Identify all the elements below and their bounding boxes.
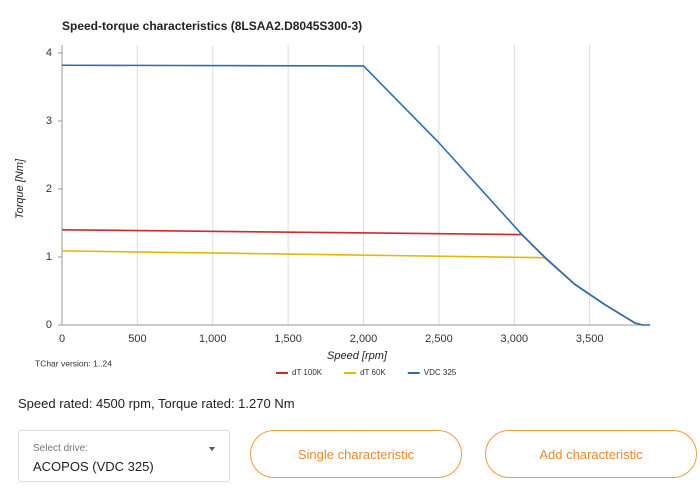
button[interactable]: Add characteristic: [485, 430, 697, 478]
select-label: Select drive:: [33, 443, 89, 454]
legend-label: VDC 325: [424, 368, 457, 377]
legend-label: dT 100K: [292, 368, 323, 377]
y-tick-label: 4: [46, 47, 52, 59]
x-tick-label: 500: [128, 333, 146, 345]
series-line: [61, 250, 643, 326]
y-axis-label: Torque [Nm]: [14, 158, 26, 219]
chart-title: Speed-torque characteristics (8LSAA2.D80…: [62, 19, 362, 33]
series-line: [61, 64, 650, 326]
x-tick-label: 2,000: [350, 333, 378, 345]
y-tick-label: 2: [46, 183, 52, 195]
y-tick-label: 1: [46, 251, 52, 263]
x-tick-label: 2,500: [425, 333, 453, 345]
dropdown-arrow: [209, 447, 215, 451]
x-axis-label: Speed [rpm]: [327, 350, 388, 362]
x-tick-label: 1,000: [199, 333, 227, 345]
legend-label: dT 60K: [360, 368, 386, 377]
drive-select[interactable]: Select drive: ACOPOS (VDC 325): [18, 430, 230, 482]
x-tick-label: 0: [59, 333, 65, 345]
annotation: TChar version: 1..24: [35, 358, 112, 368]
series-line: [61, 229, 643, 326]
x-tick-label: 3,500: [576, 333, 604, 345]
chart: Speed-torque characteristics (8LSAA2.D80…: [14, 19, 650, 377]
x-tick-label: 3,000: [501, 333, 529, 345]
select-value: ACOPOS (VDC 325): [33, 459, 154, 474]
rated-info: Speed rated: 4500 rpm, Torque rated: 1.2…: [18, 396, 295, 411]
y-tick-label: 3: [46, 115, 52, 127]
x-tick-label: 1,500: [274, 333, 302, 345]
y-tick-label: 0: [46, 319, 52, 331]
button[interactable]: Single characteristic: [250, 430, 462, 478]
